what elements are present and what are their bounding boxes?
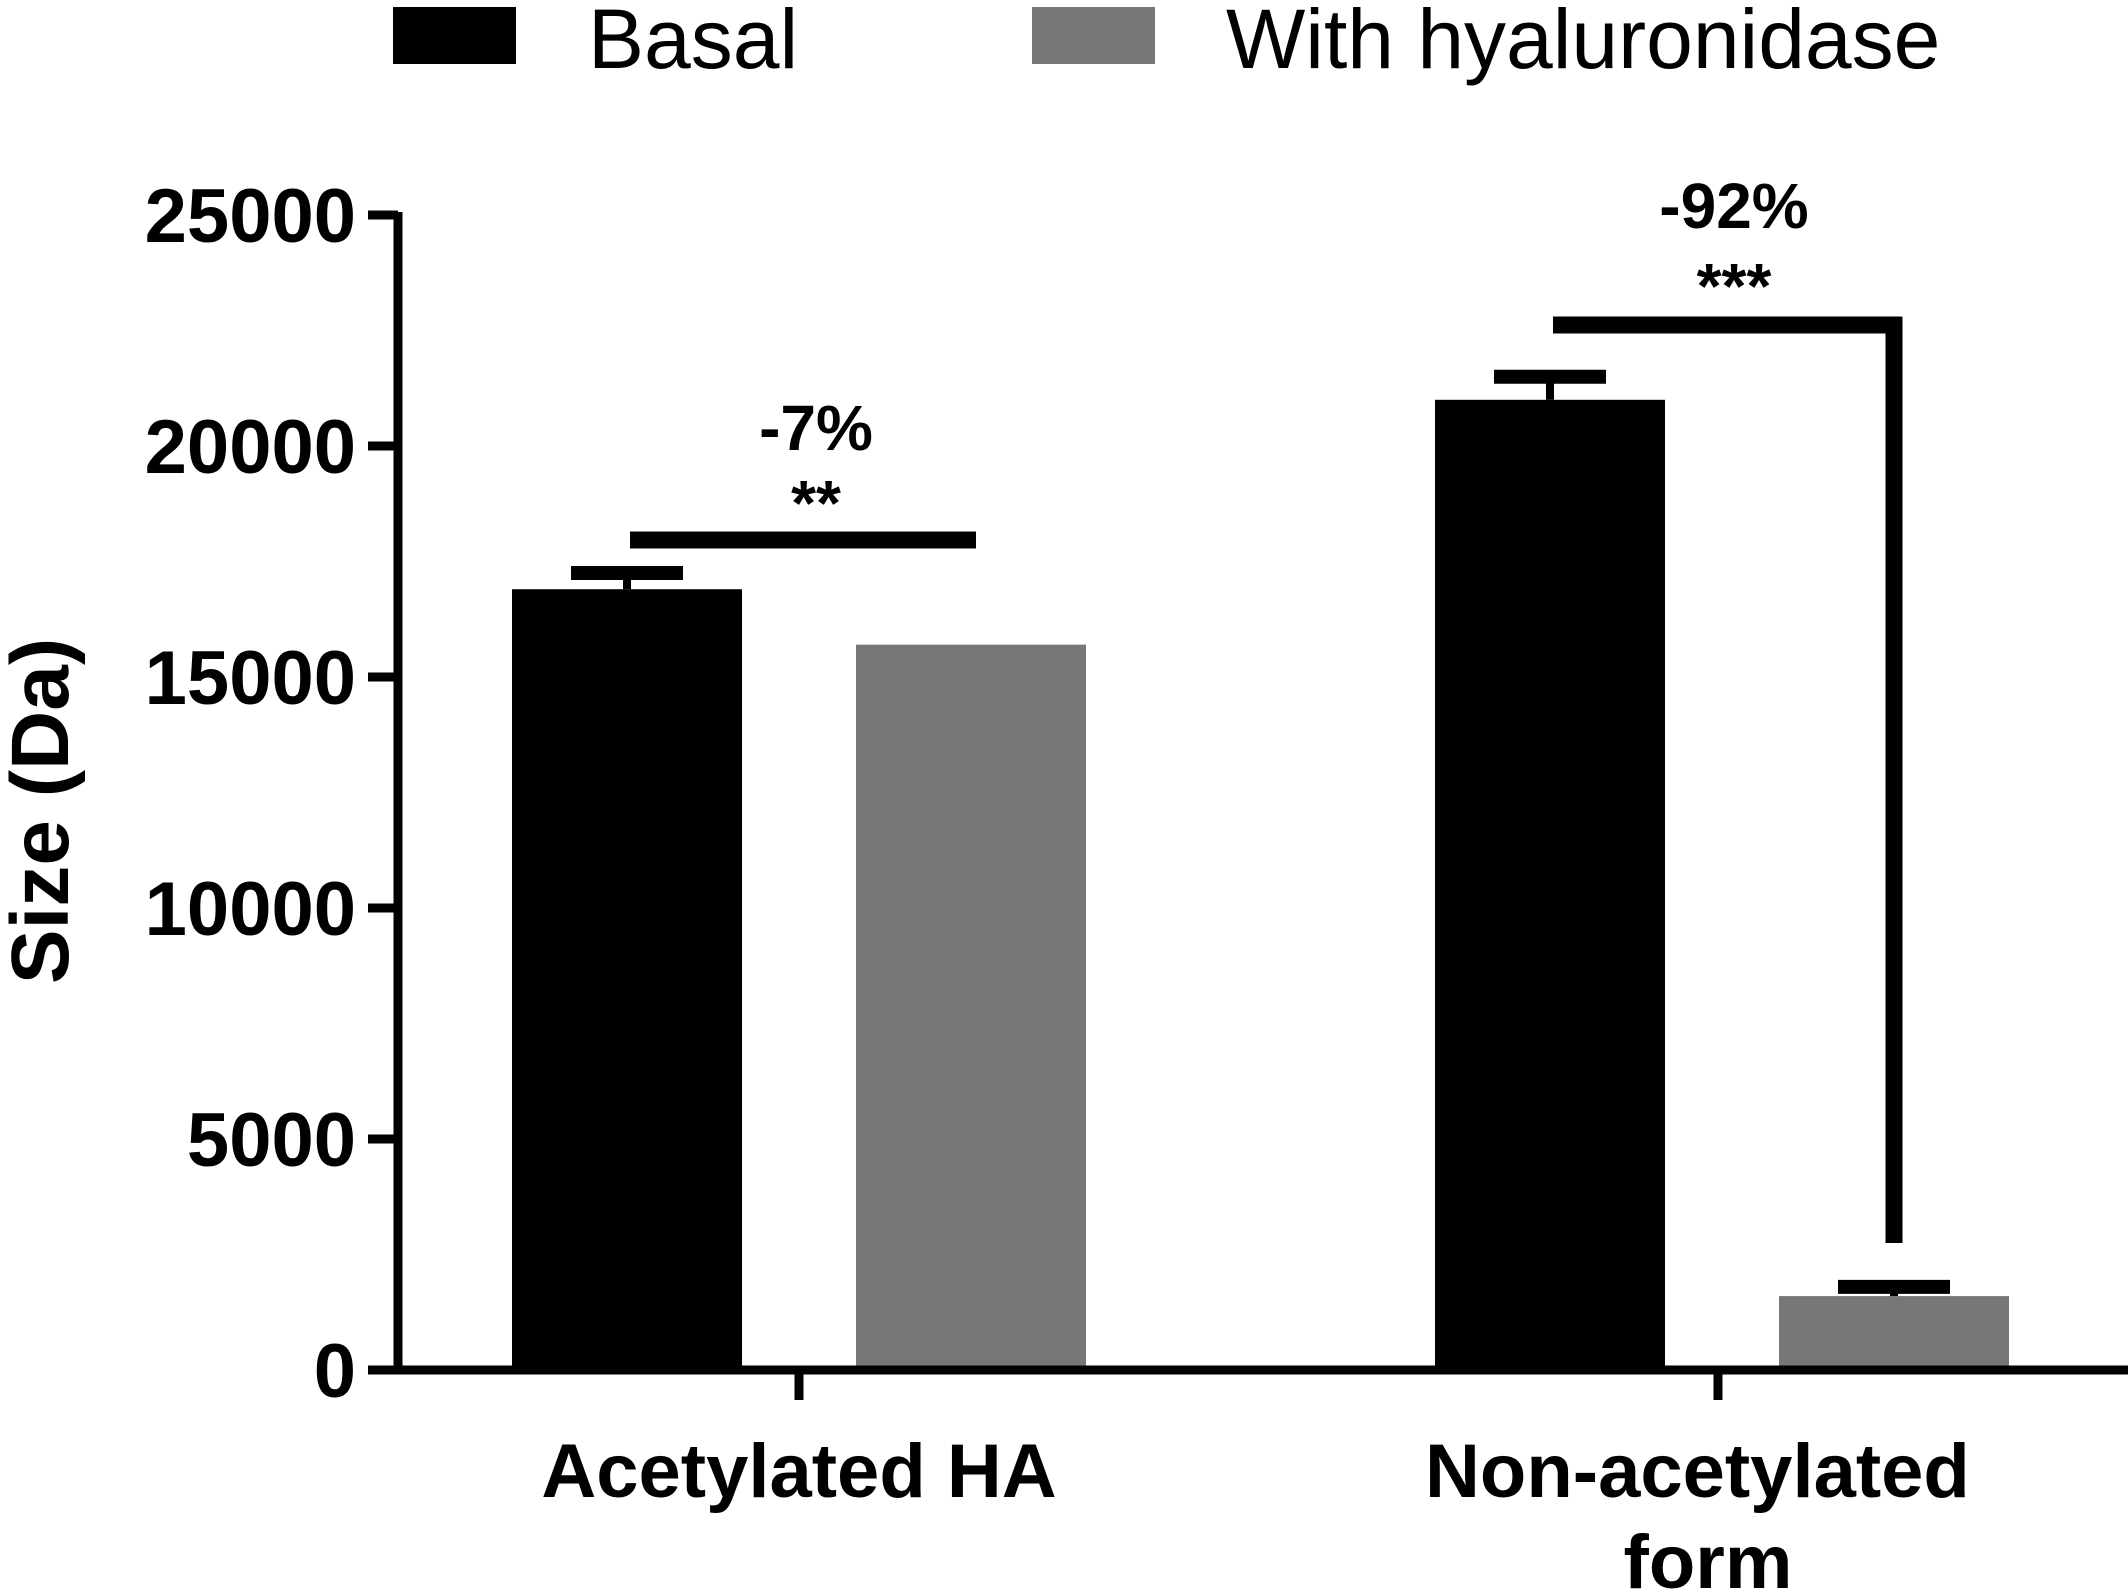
- annotations-layer: **-7% *** -92%: [630, 170, 1903, 1243]
- category-label-non-acetylated-line1: Non-acetylated: [1425, 1429, 1970, 1514]
- y-tick-label-0: 0: [314, 1329, 356, 1414]
- bar-basal-acetylated: [512, 589, 742, 1370]
- bars-layer: [512, 399, 2009, 1370]
- legend: Basal With hyaluronidase: [393, 0, 1940, 86]
- legend-swatch-basal: [393, 7, 516, 64]
- error-bars-layer: [571, 369, 1950, 1297]
- significance-stars-acetylated: **: [791, 467, 841, 539]
- percent-change-non-acetylated: -92%: [1659, 170, 1808, 242]
- category-label-acetylated: Acetylated HA: [541, 1429, 1056, 1514]
- y-tick-label-25000: 25000: [145, 174, 356, 259]
- bar-hyaluronidase-acetylated: [856, 644, 1086, 1370]
- category-label-non-acetylated-line2: form: [1624, 1520, 1793, 1596]
- y-tick-label-15000: 15000: [145, 636, 356, 721]
- y-tick-label-20000: 20000: [145, 405, 356, 490]
- legend-swatch-hyaluronidase: [1032, 7, 1155, 64]
- legend-label-hyaluronidase: With hyaluronidase: [1226, 0, 1940, 86]
- percent-change-acetylated: -7%: [759, 392, 873, 464]
- significance-stars-non-acetylated: ***: [1697, 250, 1772, 322]
- y-tick-label-5000: 5000: [187, 1098, 356, 1183]
- legend-label-basal: Basal: [588, 0, 798, 86]
- axes-layer: 0 5000 10000 15000 20000 25000: [145, 174, 2128, 1414]
- bar-hyaluronidase-non-acetylated: [1779, 1296, 2009, 1370]
- category-label-non-acetylated: Non-acetylated form: [1425, 1429, 1991, 1596]
- y-tick-label-10000: 10000: [145, 867, 356, 952]
- bar-basal-non-acetylated: [1435, 399, 1665, 1370]
- y-axis-title: Size (Da): [0, 638, 86, 984]
